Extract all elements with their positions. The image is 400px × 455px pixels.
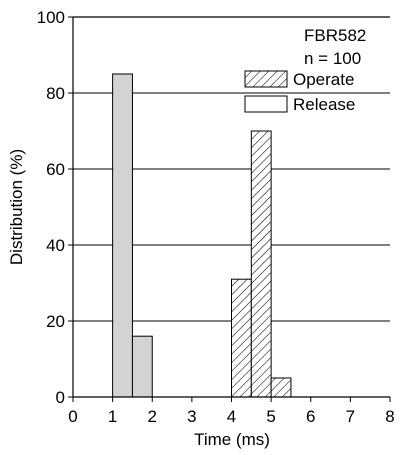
legend-label-release: Release [293,95,355,114]
x-axis-title: Time (ms) [194,430,270,449]
y-axis-title: Distribution (%) [7,149,26,265]
x-tick-label: 6 [306,407,315,426]
x-tick-label: 5 [266,407,275,426]
y-tick-label: 20 [46,312,65,331]
tick-labels: 0 20 40 60 80 100 0 1 2 3 4 5 6 7 8 [37,8,395,426]
annotation-model: FBR582 [304,26,366,45]
x-tick-label: 4 [227,407,236,426]
x-tick-label: 3 [187,407,196,426]
legend-swatch-release [244,95,288,113]
axes [68,16,391,402]
bar-release [112,73,133,398]
legend-label-operate: Operate [293,70,354,89]
legend: FBR582 n = 100 Operate Release [244,26,366,114]
y-tick-label: 40 [46,236,65,255]
bar-operate [250,130,272,398]
legend-swatch-operate [244,70,288,88]
bar-release [131,335,153,398]
x-tick-label: 0 [68,407,77,426]
x-tick-label: 8 [385,407,394,426]
y-tick-label: 0 [56,388,65,407]
annotation-count: n = 100 [304,49,361,68]
bars-group [112,73,292,398]
y-tick-label: 60 [46,160,65,179]
bar-operate [270,377,292,398]
x-tick-label: 1 [108,407,117,426]
x-tick-label: 7 [346,407,355,426]
y-tick-label: 100 [37,8,65,27]
y-tick-label: 80 [46,84,65,103]
x-tick-label: 2 [148,407,157,426]
bar-operate [231,278,252,398]
